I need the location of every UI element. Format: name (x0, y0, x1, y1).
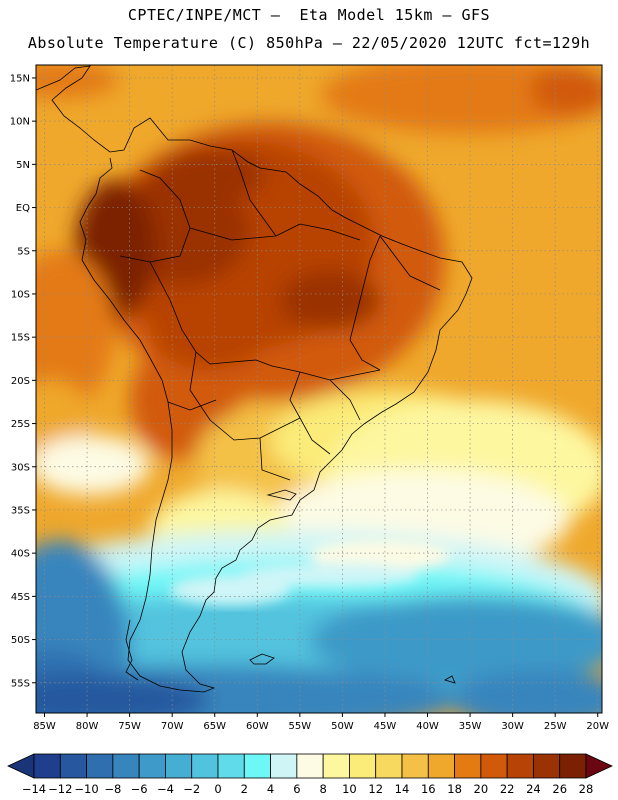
map-frame (35, 64, 603, 714)
islands (125, 619, 456, 684)
colorbar-swatch (138, 753, 166, 779)
colorbar-swatch (59, 753, 87, 779)
lat-tick-label: EQ (16, 203, 30, 214)
colorbar-label: −10 (74, 782, 98, 796)
lat-tick-label: 55S (11, 678, 30, 689)
colorbar-swatch (112, 753, 140, 779)
colorbar-label: 2 (241, 782, 248, 796)
lon-tick-label: 40W (416, 721, 439, 732)
lon-tick-label: 30W (501, 721, 524, 732)
colorbar-label: −8 (104, 782, 121, 796)
colorbar-swatch (506, 753, 534, 779)
lat-lon-gridlines (36, 65, 602, 713)
colorbar-label: 14 (395, 782, 410, 796)
lat-tick-label: 10S (11, 289, 30, 300)
country-borders (36, 65, 473, 693)
colorbar-label: −6 (131, 782, 148, 796)
lat-tick-label: 40S (11, 549, 30, 560)
colorbar-label: 28 (579, 782, 594, 796)
lon-tick-label: 25W (544, 721, 567, 732)
colorbar-label: 10 (342, 782, 357, 796)
lat-tick-label: 10N (10, 117, 30, 128)
colorbar-swatch (165, 753, 193, 779)
colorbar-swatch (375, 753, 403, 779)
lon-tick-label: 70W (161, 721, 184, 732)
lat-tick-label: 45S (11, 592, 30, 603)
latitude-axis: 15N 10N 5N EQ 5S 10S 15S 20S 25S 30S 35S 40S 45S 50S 5… (10, 73, 36, 689)
lon-tick-label: 45W (374, 721, 397, 732)
colorbar-swatch (427, 753, 455, 779)
colorbar-swatch (480, 753, 508, 779)
colorbar-swatch (559, 753, 587, 779)
lat-tick-label: 30S (11, 462, 30, 473)
lat-tick-label: 15S (11, 333, 30, 344)
colorbar-swatch (243, 753, 271, 779)
colorbar-label: 8 (319, 782, 326, 796)
lat-tick-label: 15N (10, 73, 30, 84)
colorbar-label: −2 (183, 782, 200, 796)
lon-tick-label: 35W (459, 721, 482, 732)
colorbar-label: 0 (214, 782, 221, 796)
colorbar-swatch (296, 753, 324, 779)
lat-tick-label: 20S (11, 376, 30, 387)
colorbar-label: 16 (421, 782, 436, 796)
colorbar-label: 6 (293, 782, 300, 796)
lon-tick-label: 85W (33, 721, 56, 732)
colorbar-label: −4 (157, 782, 174, 796)
lat-tick-label: 5N (16, 160, 30, 171)
colorbar-swatch (191, 753, 219, 779)
colorbar-swatch (454, 753, 482, 779)
temperature-colorbar: −14 −12 −10 −8 −6 −4 −2 0 2 4 6 8 10 12 14 16 18 20 22 24 26… (7, 753, 613, 796)
longitude-axis: 85W 80W 75W 70W 65W 60W 55W 50W 45W 40W 35W 30W 25W 2… (33, 713, 609, 732)
map-title-line-1: CPTEC/INPE/MCT – Eta Model 15km – GFS (127, 6, 491, 24)
colorbar-high-arrow (585, 753, 613, 779)
lat-tick-label: 35S (11, 505, 30, 516)
colorbar-label: 12 (368, 782, 383, 796)
lat-tick-label: 50S (11, 635, 30, 646)
colorbar-swatch (86, 753, 114, 779)
lat-tick-label: 25S (11, 419, 30, 430)
lon-tick-label: 50W (331, 721, 354, 732)
colorbar-label: 18 (447, 782, 462, 796)
colorbar-label: 4 (267, 782, 274, 796)
colorbar-swatch (33, 753, 61, 779)
colorbar-swatch (533, 753, 561, 779)
colorbar-label: 26 (552, 782, 567, 796)
colorbar-label: 20 (474, 782, 489, 796)
map-title-line-2: Absolute Temperature (C) 850hPa – 22/05/… (27, 34, 591, 52)
lon-tick-label: 60W (246, 721, 269, 732)
lat-tick-label: 5S (17, 246, 30, 257)
lon-tick-label: 20W (586, 721, 609, 732)
colorbar-label: 24 (526, 782, 541, 796)
lon-tick-label: 55W (289, 721, 312, 732)
colorbar-label: −12 (48, 782, 72, 796)
colorbar-swatch (270, 753, 298, 779)
lon-tick-label: 80W (76, 721, 99, 732)
colorbar-low-arrow (7, 753, 35, 779)
lon-tick-label: 65W (203, 721, 226, 732)
colorbar-swatch (217, 753, 245, 779)
colorbar-label: 22 (500, 782, 515, 796)
temperature-field (36, 65, 602, 713)
colorbar-swatch (401, 753, 429, 779)
colorbar-label: −14 (22, 782, 46, 796)
colorbar-swatch (322, 753, 350, 779)
colorbar-swatch (349, 753, 377, 779)
lon-tick-label: 75W (118, 721, 141, 732)
